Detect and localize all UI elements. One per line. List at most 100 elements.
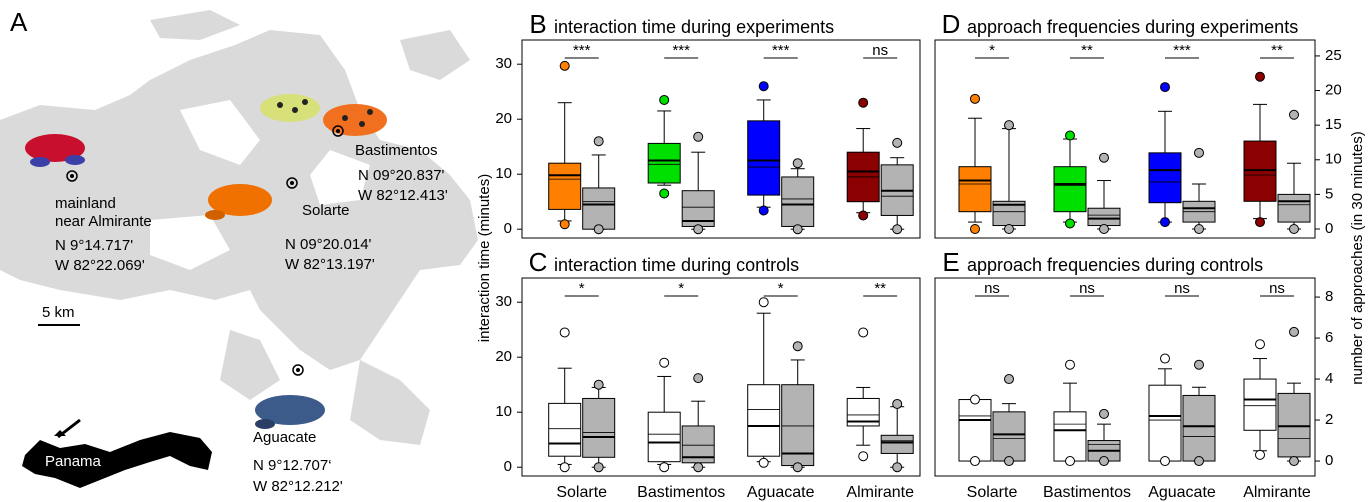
x-tick-label: Solarte [967,484,1018,501]
chart-title: approach frequencies during experiments [967,17,1298,37]
outlier [659,94,670,105]
box [647,142,681,184]
outlier [758,297,769,308]
site-label: W 82°13.197' [285,256,375,273]
outlier [858,451,869,462]
frog-bastimentos-yellow [260,94,320,122]
y-tick-label: 8 [1325,288,1333,305]
y-tick-label: 10 [495,165,512,182]
site-label: Bastimentos [355,142,438,159]
significance-label: *** [772,42,790,59]
outlier [1289,109,1299,120]
box [781,384,815,467]
panama-inset [22,432,212,488]
map-water-channels [150,100,370,270]
outlier [593,462,604,473]
x-tick-label: Aguacate [747,484,815,501]
outlier [970,456,980,467]
outlier [559,219,570,230]
box [582,187,616,230]
outlier [1160,353,1170,364]
significance-label: * [678,280,684,297]
panel-letter: C [529,247,548,277]
outlier [559,327,570,338]
panel-letter: B [529,9,546,39]
y-tick-label: 6 [1325,329,1333,346]
site-label: Solarte [302,202,350,219]
outlier [858,327,869,338]
significance-label: *** [1173,42,1191,59]
y-tick-label: 2 [1325,411,1333,428]
outlier [693,462,704,473]
site-marker-dots [70,129,340,372]
y-tick-label: 20 [495,348,512,365]
outlier [1255,217,1265,228]
outlier [970,224,980,234]
y-tick-label: 30 [495,55,512,72]
x-tick-label: Bastimentos [637,484,725,501]
x-tick-label: Almirante [1243,484,1311,501]
chart-title: interaction time during experiments [554,17,834,37]
panel-letter: A [10,7,28,37]
country-label: Panama [45,453,102,470]
outlier [792,341,803,352]
x-tick-label: Bastimentos [1043,484,1131,501]
outlier [1099,152,1109,163]
outlier [693,224,704,235]
outlier [1160,82,1170,93]
outlier [858,97,869,108]
site-label: W 82°12.212' [253,478,343,495]
site-label: N 9°14.717' [55,237,133,254]
outlier [1004,224,1014,234]
outlier [1255,449,1265,460]
y-tick-label: 25 [1325,47,1342,64]
frog-solarte [205,184,272,220]
y-tick-label: 0 [504,220,512,237]
outlier [892,224,903,235]
outlier [1160,456,1170,467]
site-label: N 09°20.014' [285,236,372,253]
plot-frame [521,39,921,239]
plot-frame [934,277,1316,477]
outlier [970,93,980,104]
site-label: W 82°22.069' [55,257,145,274]
box [1148,384,1182,462]
outlier [693,131,704,142]
plot-frame [934,39,1316,239]
significance-label: * [989,42,995,59]
scale-label: 5 km [42,304,75,321]
chart-title: approach frequencies during controls [967,255,1263,275]
box [1182,394,1216,462]
significance-label: ** [874,280,886,297]
outlier [1004,456,1014,467]
x-tick-label: Solarte [556,484,607,501]
outlier [858,210,869,221]
plot-frame [521,277,921,477]
y-axis-label: interaction time (minutes) [476,174,493,342]
outlier [1194,359,1204,370]
y-tick-label: 0 [1325,220,1333,237]
box [1053,166,1087,213]
site-label: near Almirante [55,213,152,230]
outlier [1065,130,1075,141]
outlier [792,158,803,169]
outlier [970,394,980,405]
box [548,162,582,210]
y-tick-label: 10 [495,403,512,420]
box [958,166,992,213]
outlier [1065,359,1075,370]
y-axis-label: number of approaches (in 30 minutes) [1349,131,1366,384]
significance-label: * [778,280,784,297]
outlier [1099,408,1109,419]
significance-label: ns [1269,280,1285,297]
outlier [758,81,769,92]
box [958,399,992,462]
outlier [693,373,704,384]
box [992,411,1026,462]
outlier [1099,456,1109,467]
site-label: N 9°12.707‘ [253,457,332,474]
outlier [659,357,670,368]
site-label: mainland [55,195,116,212]
